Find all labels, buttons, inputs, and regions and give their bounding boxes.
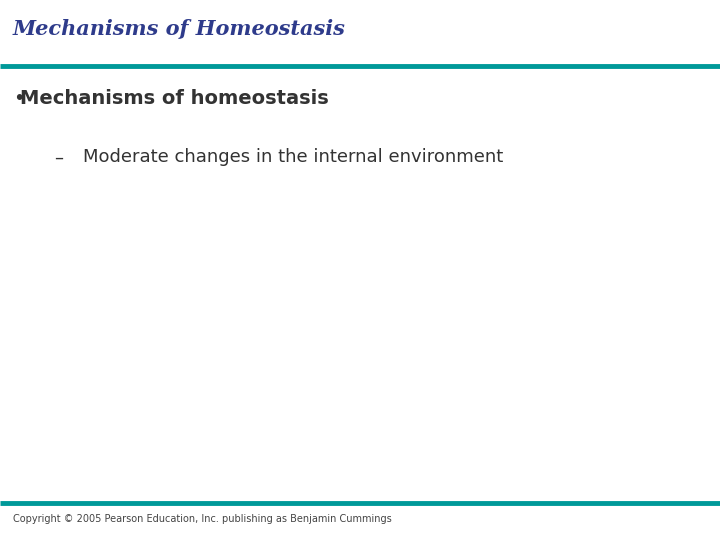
Text: Copyright © 2005 Pearson Education, Inc. publishing as Benjamin Cummings: Copyright © 2005 Pearson Education, Inc.… (13, 514, 392, 524)
Text: –: – (54, 148, 63, 166)
Text: Moderate changes in the internal environment: Moderate changes in the internal environ… (83, 148, 503, 166)
Text: Mechanisms of homeostasis: Mechanisms of homeostasis (20, 89, 329, 108)
Text: •: • (13, 89, 24, 108)
Text: Mechanisms of Homeostasis: Mechanisms of Homeostasis (13, 19, 346, 39)
